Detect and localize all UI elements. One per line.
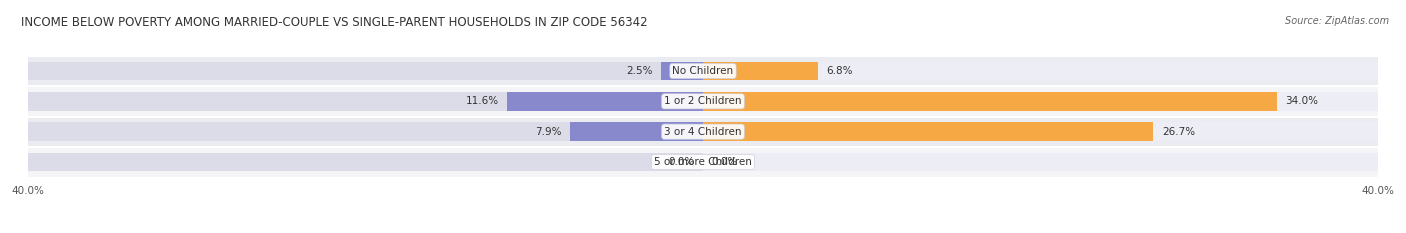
Bar — [28, 122, 703, 141]
Bar — [703, 62, 818, 80]
Text: 0.0%: 0.0% — [711, 157, 738, 167]
Bar — [28, 92, 703, 111]
Text: 0.0%: 0.0% — [668, 157, 695, 167]
Bar — [28, 153, 703, 171]
Bar — [703, 153, 1378, 171]
Bar — [28, 147, 1378, 177]
Legend: Married Couples, Single Parents: Married Couples, Single Parents — [599, 230, 807, 233]
Bar — [661, 62, 703, 80]
Bar — [28, 116, 1378, 147]
Bar — [28, 86, 1378, 116]
Bar — [703, 92, 1378, 111]
Text: No Children: No Children — [672, 66, 734, 76]
Text: 26.7%: 26.7% — [1161, 127, 1195, 137]
Bar — [703, 122, 1153, 141]
Bar — [703, 92, 1277, 111]
Bar — [28, 56, 1378, 86]
Text: 34.0%: 34.0% — [1285, 96, 1317, 106]
Text: 5 or more Children: 5 or more Children — [654, 157, 752, 167]
Text: 6.8%: 6.8% — [827, 66, 852, 76]
Text: 2.5%: 2.5% — [626, 66, 652, 76]
Text: 7.9%: 7.9% — [534, 127, 561, 137]
Bar — [569, 122, 703, 141]
Text: 11.6%: 11.6% — [465, 96, 499, 106]
Text: 1 or 2 Children: 1 or 2 Children — [664, 96, 742, 106]
Bar — [508, 92, 703, 111]
Text: INCOME BELOW POVERTY AMONG MARRIED-COUPLE VS SINGLE-PARENT HOUSEHOLDS IN ZIP COD: INCOME BELOW POVERTY AMONG MARRIED-COUPL… — [21, 16, 648, 29]
Text: 3 or 4 Children: 3 or 4 Children — [664, 127, 742, 137]
Bar — [703, 62, 1378, 80]
Text: Source: ZipAtlas.com: Source: ZipAtlas.com — [1285, 16, 1389, 26]
Bar — [703, 122, 1378, 141]
Bar — [28, 62, 703, 80]
